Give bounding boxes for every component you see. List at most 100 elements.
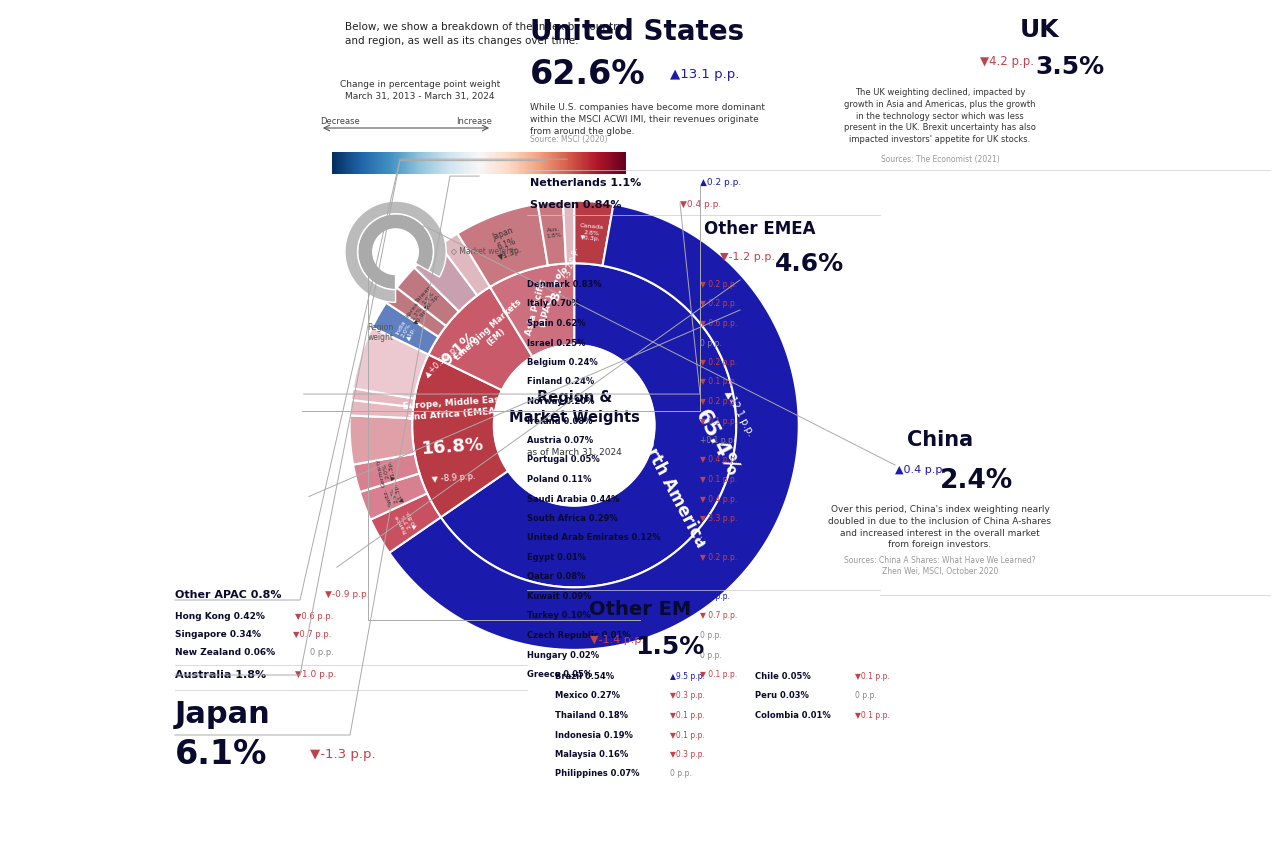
Text: Japan
6.1%
▼1.3p.: Japan 6.1% ▼1.3p. [490,226,524,262]
Text: Mexico 0.27%: Mexico 0.27% [555,692,620,700]
Text: ▼ 3.3 p.p.: ▼ 3.3 p.p. [701,514,738,523]
Text: 3.5%: 3.5% [1035,55,1104,79]
Text: Denmark 0.83%: Denmark 0.83% [527,280,601,289]
Text: ▼ 0.1 p.p.: ▼ 0.1 p.p. [701,670,738,679]
Text: ▼0.4 p.p.: ▼0.4 p.p. [680,200,721,209]
Text: 8.7%: 8.7% [549,264,570,302]
Text: Region &
Market Weights: Region & Market Weights [509,390,639,424]
Text: Hungary 0.02%: Hungary 0.02% [527,650,600,660]
Text: 4.6%: 4.6% [775,252,845,276]
Text: Europe, Middle East
and Africa (EMEA): Europe, Middle East and Africa (EMEA) [402,395,504,423]
Text: 0 p.p.: 0 p.p. [701,631,722,640]
Polygon shape [373,303,439,354]
Text: ▼ 0.6 p.p.: ▼ 0.6 p.p. [701,319,738,328]
Text: ▼ 0.1 p.p.: ▼ 0.1 p.p. [701,417,738,425]
Text: ▼-1.2 p.p.: ▼-1.2 p.p. [720,252,775,262]
Text: Portugal 0.05%: Portugal 0.05% [527,456,600,464]
Text: Qatar 0.08%: Qatar 0.08% [527,573,586,582]
Text: 0 p.p.: 0 p.p. [670,770,692,779]
Text: Other EM: Other EM [590,600,692,619]
Polygon shape [387,287,447,337]
Text: ▼0.7 p.p.: ▼0.7 p.p. [293,630,332,639]
Text: France
2.7%
▼0.8p.: France 2.7% ▼0.8p. [394,508,419,535]
Text: Belgium 0.24%: Belgium 0.24% [527,358,597,367]
Text: United Arab Emirates 0.12%: United Arab Emirates 0.12% [527,534,661,542]
Polygon shape [563,201,574,264]
Text: ▼0.3 p.p.: ▼0.3 p.p. [670,750,704,759]
Text: ▲ 1 p.p.: ▲ 1 p.p. [701,592,730,601]
Text: Region
weight: Region weight [367,323,393,342]
Text: ▼0.1 p.p.: ▼0.1 p.p. [855,672,889,681]
Text: Italy 0.70%: Italy 0.70% [527,299,581,308]
Text: ▲0.2 p.p.: ▲0.2 p.p. [701,178,741,187]
Text: Increase: Increase [456,117,493,126]
Text: 0 p.p.: 0 p.p. [701,339,722,347]
Text: 6.1%: 6.1% [175,738,268,771]
Text: The UK weighting declined, impacted by
growth in Asia and Americas, plus the gro: The UK weighting declined, impacted by g… [843,88,1036,144]
Text: ▼4.2 p.p.: ▼4.2 p.p. [980,55,1034,68]
Text: Kuwait 0.09%: Kuwait 0.09% [527,592,592,601]
Text: ▼ 0.7 p.p.: ▼ 0.7 p.p. [701,611,738,621]
Text: Singapore 0.34%: Singapore 0.34% [175,630,262,639]
Text: Sources: China A Shares: What Have We Learned?
Zhen Wei, MSCI, October 2020: Sources: China A Shares: What Have We Le… [845,556,1036,576]
Text: ▼-0.9 p.p.: ▼-0.9 p.p. [325,590,370,599]
Text: Austria 0.07%: Austria 0.07% [527,436,593,445]
Text: 65.4%: 65.4% [690,406,743,480]
Text: Change in percentage point weight
March 31, 2013 - March 31, 2024: Change in percentage point weight March … [339,80,500,101]
Text: Finland 0.24%: Finland 0.24% [527,378,595,386]
Polygon shape [360,473,427,520]
Text: Switz.
2.1%
▲1.3p.: Switz. 2.1% ▲1.3p. [383,483,406,508]
Text: ▼0.1 p.p.: ▼0.1 p.p. [670,731,704,740]
Polygon shape [429,287,532,391]
Text: Taiwan
1.9%
▼0.3p.: Taiwan 1.9% ▼0.3p. [416,285,441,312]
Text: Philippines 0.07%: Philippines 0.07% [555,770,639,779]
Text: ▼ 0.2 p.p.: ▼ 0.2 p.p. [701,397,738,406]
Text: ▲9.5 p.p.: ▲9.5 p.p. [670,672,704,681]
Text: 0 p.p.: 0 p.p. [310,648,334,657]
Polygon shape [351,388,415,407]
Text: Australia 1.8%: Australia 1.8% [175,670,267,680]
Text: ▼-1.4 p.p.: ▼-1.4 p.p. [590,635,644,645]
Text: Brazil 0.54%: Brazil 0.54% [555,672,614,681]
Polygon shape [352,327,429,398]
Text: ▼0.6 p.p.: ▼0.6 p.p. [295,612,333,621]
Text: Aus.
1.8%: Aus. 1.8% [545,227,561,240]
Text: UK: UK [1021,18,1060,42]
Text: ▼ 0.4 p.p.: ▼ 0.4 p.p. [701,495,738,503]
Text: Decrease: Decrease [320,117,360,126]
Text: ▲ 1 p.p.: ▲ 1 p.p. [701,573,730,582]
Text: ▼ 0.1 p.p.: ▼ 0.1 p.p. [701,475,738,484]
Text: Peru 0.03%: Peru 0.03% [755,692,809,700]
Polygon shape [537,201,567,266]
Circle shape [494,345,655,506]
Text: Hong Kong 0.42%: Hong Kong 0.42% [175,612,265,621]
Text: Sweden 0.84%: Sweden 0.84% [530,200,621,210]
Text: North America: North America [630,423,711,550]
Text: Greece 0.05%: Greece 0.05% [527,670,592,679]
Text: Germany
2.0%
▼1.3p.: Germany 2.0% ▼1.3p. [375,455,398,487]
Text: 62.6%: 62.6% [530,58,646,91]
Polygon shape [490,263,574,357]
Text: ▲ 1 p.p.: ▲ 1 p.p. [701,534,730,542]
Polygon shape [458,204,547,287]
Text: ◇ Market weight: ◇ Market weight [452,247,514,256]
Text: ▼ 0.4 p.p.: ▼ 0.4 p.p. [701,456,738,464]
Text: Other EMEA: Other EMEA [704,220,815,238]
Text: ▲+0.5 p.p.: ▲+0.5 p.p. [422,345,459,378]
Polygon shape [440,263,736,588]
Text: -3.2 p.p.: -3.2 p.p. [564,247,581,279]
Text: ▼ 0.2 p.p.: ▼ 0.2 p.p. [701,280,738,289]
Text: +0.1 p.p.: +0.1 p.p. [701,436,735,445]
Text: 9.1%: 9.1% [439,330,480,368]
Text: ▼ 0.2 p.p.: ▼ 0.2 p.p. [701,299,738,308]
Text: United States: United States [530,18,744,46]
Polygon shape [357,214,434,290]
Text: Below, we show a breakdown of the index by country
and region, as well as its ch: Below, we show a breakdown of the index … [345,22,624,46]
Text: Other APAC 0.8%: Other APAC 0.8% [175,590,282,600]
Text: Korea
1.3%
▼0.9p.: Korea 1.3% ▼0.9p. [404,300,430,326]
Text: ▼ 0.1 p.p.: ▼ 0.1 p.p. [701,378,738,386]
Text: Japan: Japan [175,700,271,729]
Polygon shape [350,400,413,418]
Polygon shape [397,267,459,326]
Text: China: China [907,430,974,450]
